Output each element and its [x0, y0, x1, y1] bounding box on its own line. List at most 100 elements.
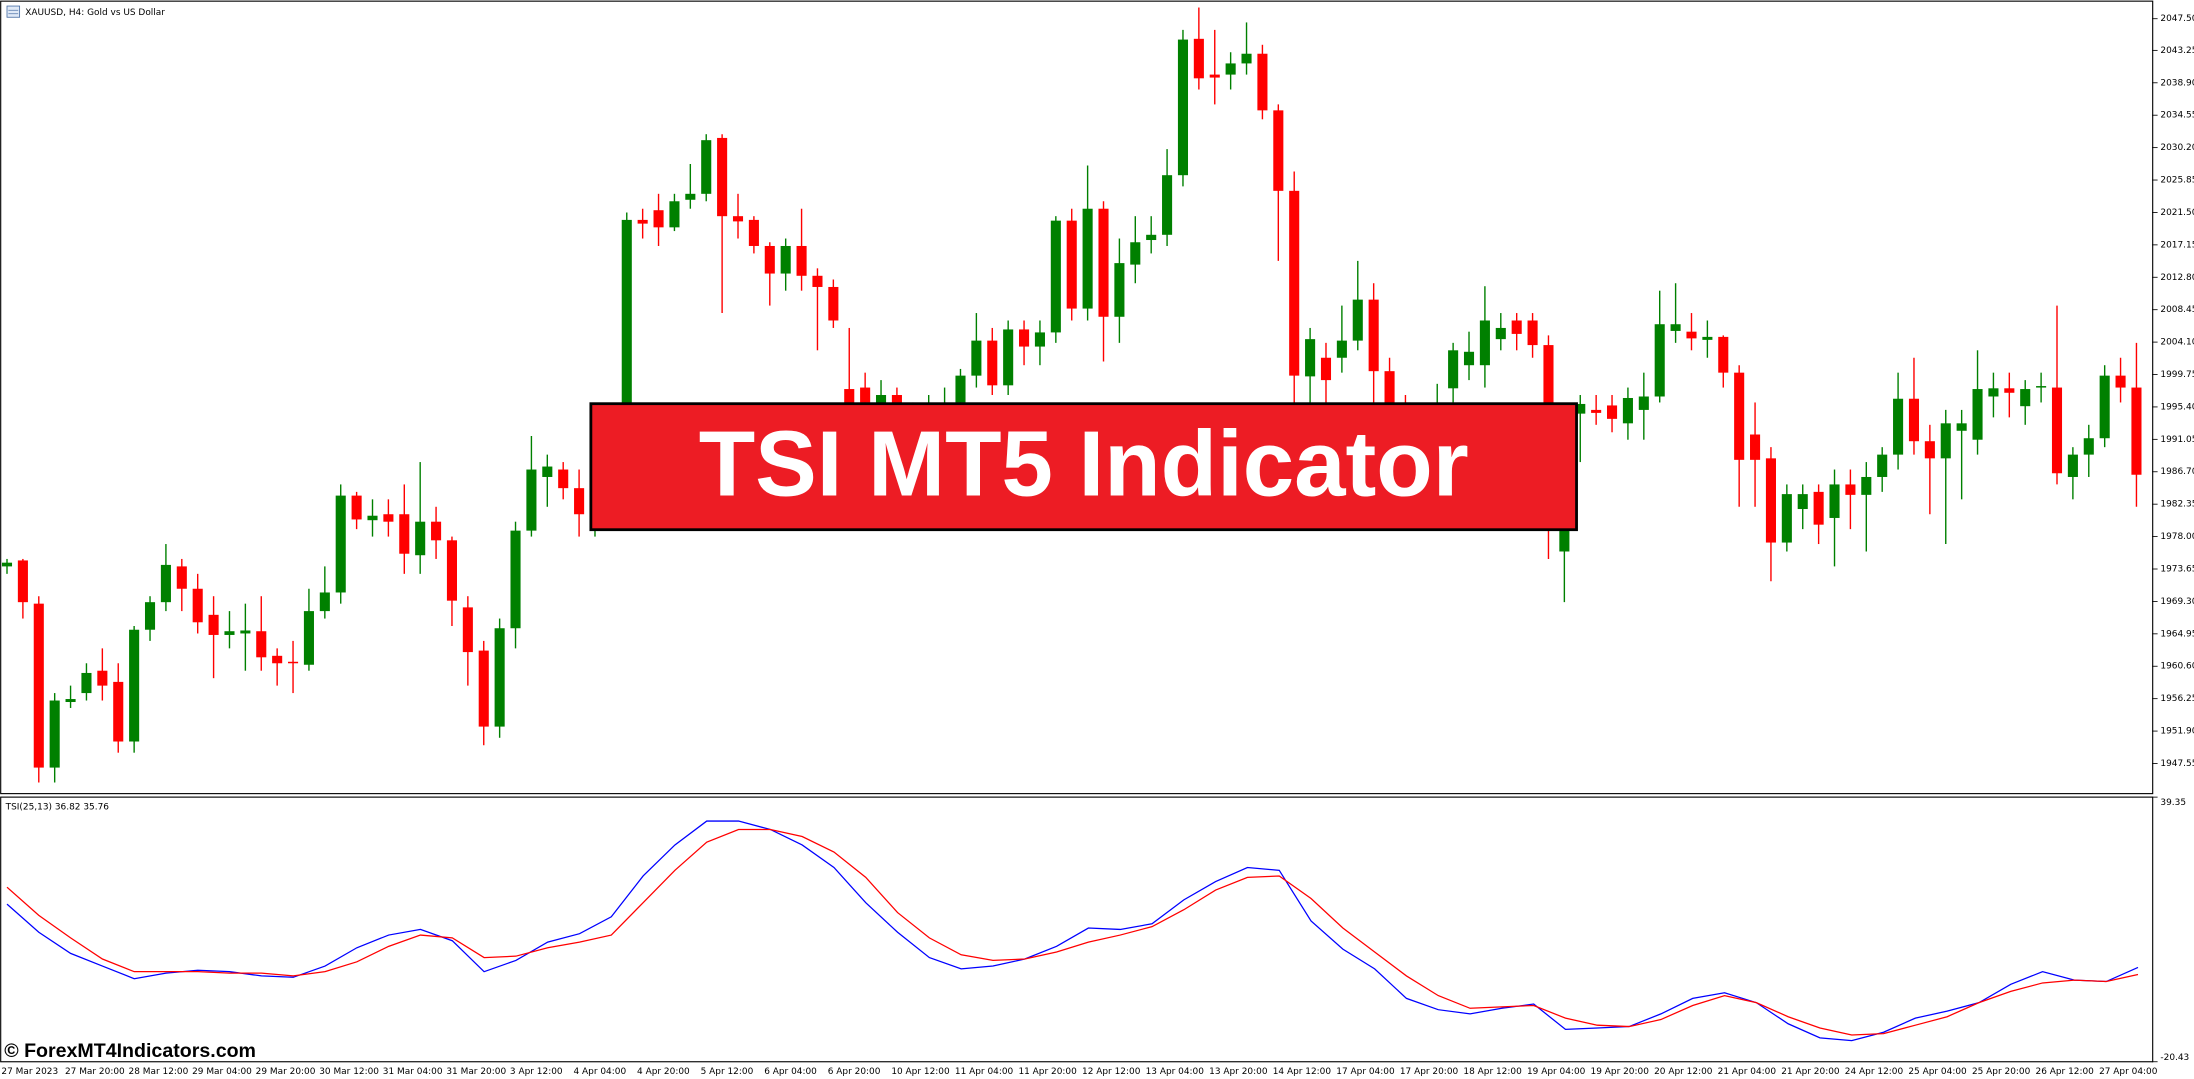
candle-body	[1734, 372, 1745, 460]
candle-body	[701, 140, 712, 194]
y-tick-label: 2047.50	[2160, 14, 2194, 24]
candle-body	[1320, 357, 1332, 381]
candle-body	[2099, 375, 2110, 439]
x-tick-label: 29 Mar 04:00	[192, 1067, 252, 1077]
candle-body	[1893, 398, 1904, 455]
candle-body	[574, 488, 585, 515]
candle-body	[65, 699, 76, 703]
candle-body	[1622, 397, 1633, 424]
candle-body	[1956, 423, 1967, 431]
candle-body	[1305, 339, 1316, 377]
y-tick-label: 2043.25	[2160, 46, 2194, 56]
y-tick-label: 1969.30	[2160, 597, 2194, 607]
x-tick-label: 28 Mar 12:00	[129, 1067, 189, 1077]
x-tick-label: 17 Apr 04:00	[1336, 1067, 1395, 1077]
candle-body	[1479, 320, 1490, 366]
y-tick-label: 1995.40	[2160, 402, 2194, 412]
candle-body	[780, 245, 791, 274]
candle-body	[208, 614, 219, 635]
x-tick-label: 3 Apr 12:00	[510, 1067, 563, 1077]
x-tick-label: 12 Apr 12:00	[1082, 1067, 1141, 1077]
y-tick-label: 1986.70	[2160, 467, 2194, 477]
y-tick-label: 2021.50	[2160, 208, 2194, 218]
candle-body	[1781, 494, 1792, 543]
watermark: © ForexMT4Indicators.com	[4, 1040, 256, 1062]
candle-body	[97, 670, 108, 686]
candle-body	[2051, 387, 2063, 474]
candle-body	[431, 521, 442, 541]
candle-body	[1225, 63, 1236, 75]
candle-body	[351, 495, 362, 520]
candle-body	[303, 611, 314, 665]
candle-body	[669, 201, 680, 228]
candle-body	[1575, 403, 1586, 414]
candle-body	[1908, 398, 1920, 442]
y-tick-label: 2008.45	[2160, 305, 2194, 315]
candle-body	[2036, 386, 2047, 388]
candle-body	[2067, 454, 2078, 477]
candle-body	[17, 560, 28, 603]
indicator-frame	[0, 796, 2154, 1063]
candle-body	[1591, 409, 1602, 413]
x-tick-label: 11 Apr 04:00	[955, 1067, 1014, 1077]
candle-body	[1543, 345, 1554, 435]
x-tick-label: 25 Apr 04:00	[1908, 1067, 1967, 1077]
candle-body	[1797, 494, 1808, 510]
candle-body	[1988, 388, 1999, 397]
candle-body	[526, 469, 537, 531]
candle-body	[288, 661, 299, 664]
candle-body	[113, 681, 124, 742]
candle-body	[272, 655, 283, 664]
candle-body	[1384, 371, 1395, 407]
y-tick-label: 2017.15	[2160, 240, 2194, 250]
candle-body	[542, 466, 553, 477]
x-tick-label: 27 Apr 04:00	[2099, 1067, 2158, 1077]
candle-body	[383, 514, 394, 522]
candle-body	[1114, 263, 1125, 317]
candle-body	[1082, 208, 1093, 309]
candle-body	[1, 562, 13, 567]
banner-text: TSI MT5 Indicator	[699, 411, 1469, 515]
x-tick-label: 20 Apr 12:00	[1654, 1067, 1713, 1077]
y-tick-label: -20.43	[2160, 1053, 2189, 1063]
y-tick-label: 39.35	[2160, 798, 2186, 808]
indicator-title: TSI(25,13) 36.82 35.76	[5, 802, 110, 812]
candle-body	[2131, 387, 2142, 475]
banner: TSI MT5 Indicator	[589, 402, 1578, 532]
candle-body	[1702, 336, 1713, 340]
candle-body	[1829, 484, 1840, 518]
candle-body	[160, 564, 171, 603]
candle-body	[1448, 350, 1459, 389]
candle-body	[1019, 329, 1030, 347]
x-tick-label: 31 Mar 20:00	[446, 1067, 506, 1077]
candle-body	[1146, 234, 1157, 241]
candle-body	[224, 631, 235, 635]
candle-body	[335, 495, 346, 593]
candle-body	[844, 389, 855, 404]
candle-body	[1352, 299, 1363, 341]
candle-body	[1289, 190, 1300, 376]
x-tick-label: 11 Apr 20:00	[1018, 1067, 1077, 1077]
banner-box	[589, 402, 1578, 532]
x-tick-label: 29 Mar 20:00	[256, 1067, 316, 1077]
candle-body	[1193, 38, 1204, 79]
candle-body	[1845, 484, 1856, 495]
candle-body	[1241, 53, 1252, 64]
candle-body	[732, 216, 744, 222]
candle-body	[717, 137, 728, 217]
x-tick-label: 21 Apr 20:00	[1781, 1067, 1840, 1077]
candle-body	[1686, 331, 1697, 339]
candle-body	[2115, 375, 2126, 388]
indicator-line	[6, 820, 2139, 1042]
candle-body	[1495, 327, 1506, 340]
candle-body	[1877, 454, 1888, 477]
candle-body	[653, 210, 664, 228]
plot-layer: 2047.50 2043.25 2038.90 2034.55 2030.20 2025.…	[1, 7, 2194, 1077]
y-tick-label: 2012.80	[2160, 273, 2194, 283]
candle-body	[1511, 320, 1522, 334]
x-tick-label: 4 Apr 04:00	[573, 1067, 626, 1077]
candle-body	[1606, 405, 1618, 419]
candle-body	[558, 469, 569, 489]
